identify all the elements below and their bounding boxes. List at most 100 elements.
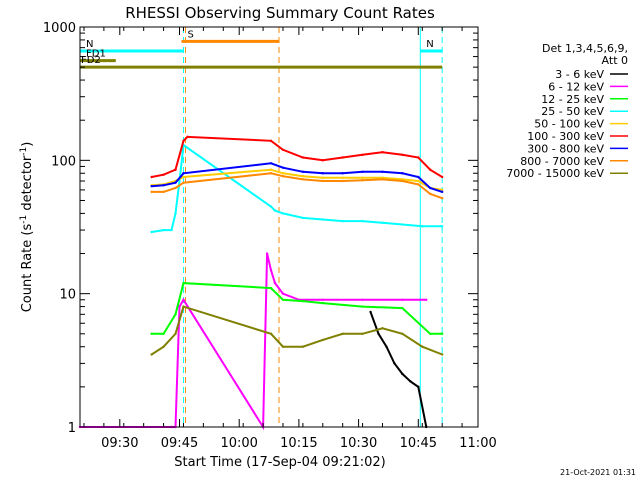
- data-point-3-6-kev: [417, 385, 420, 389]
- data-point-12-25-kev: [440, 332, 444, 336]
- data-point-7000-15000-kev: [381, 327, 384, 330]
- data-point-300-800-kev: [150, 184, 153, 188]
- series-line-100-300-kev: [151, 135, 443, 178]
- data-point-100-300-kev: [361, 153, 364, 157]
- data-point-6-12-kev: [281, 292, 285, 295]
- data-point-6-12-kev: [273, 281, 277, 285]
- chart-title: RHESSI Observing Summary Count Rates: [125, 4, 435, 22]
- data-point-6-12-kev: [269, 268, 273, 272]
- legend-label-100-300-kev: 100 - 300 keV: [527, 130, 604, 143]
- data-point-6-12-kev: [401, 298, 404, 301]
- data-point-800-7000-kev: [401, 179, 404, 183]
- legend-label-50-100-kev: 50 - 100 keV: [534, 118, 604, 131]
- data-point-50-100-kev: [281, 172, 285, 175]
- series-line-6-12-kev: [80, 253, 427, 431]
- y-axis-label-part1: Count Rate (s: [20, 224, 35, 313]
- data-point-3-6-kev: [369, 310, 372, 314]
- data-point-25-50-kev: [281, 212, 285, 215]
- data-point-12-25-kev: [182, 281, 185, 285]
- data-point-6-12-kev: [178, 305, 181, 308]
- data-point-7000-15000-kev: [341, 332, 344, 336]
- data-point-300-800-kev: [341, 172, 344, 175]
- data-point-300-800-kev: [269, 162, 273, 165]
- y-tick-label: 1: [68, 421, 76, 436]
- data-point-50-100-kev: [182, 175, 185, 179]
- flag-label-fd2-4: FD2: [81, 55, 101, 66]
- x-tick-label: 09:30: [101, 436, 138, 451]
- data-point-7000-15000-kev: [361, 332, 364, 336]
- x-tick-label: 11:00: [459, 436, 496, 451]
- x-tick-label: 10:45: [400, 436, 437, 451]
- data-point-300-800-kev: [174, 181, 177, 184]
- data-point-7000-15000-kev: [281, 345, 285, 348]
- data-point-50-100-kev: [417, 179, 420, 183]
- legend-label-300-800-kev: 300 - 800 keV: [527, 142, 604, 155]
- x-axis-label: Start Time (17-Sep-04 09:21:02): [174, 455, 385, 470]
- data-point-12-25-kev: [321, 301, 324, 305]
- data-point-3-6-kev: [385, 345, 388, 348]
- y-axis-label-part2: detector: [20, 155, 35, 215]
- plot-frame: [79, 26, 479, 428]
- data-point-100-300-kev: [301, 156, 305, 159]
- legend-header-detectors: Det 1,3,4,5,6,9,: [542, 42, 628, 55]
- legend-header-attenuator: Att 0: [602, 54, 628, 67]
- legend-label-7000-15000-kev: 7000 - 15000 keV: [506, 167, 604, 180]
- data-point-800-7000-kev: [440, 196, 444, 200]
- data-point-25-50-kev: [341, 219, 344, 223]
- data-point-100-300-kev: [174, 168, 177, 171]
- y-axis-label: Count Rate (s-1 detector-1): [19, 142, 35, 313]
- data-point-100-300-kev: [269, 139, 273, 143]
- data-point-6-12-kev: [321, 298, 324, 301]
- data-point-800-7000-kev: [162, 190, 165, 194]
- data-point-25-50-kev: [321, 218, 324, 221]
- data-point-12-25-kev: [361, 305, 364, 308]
- data-point-7000-15000-kev: [162, 345, 165, 348]
- series-line-12-25-kev: [151, 282, 443, 335]
- data-point-12-25-kev: [162, 332, 165, 336]
- data-point-800-7000-kev: [417, 183, 420, 186]
- data-point-100-300-kev: [321, 159, 324, 162]
- data-point-25-50-kev: [421, 225, 424, 228]
- data-point-100-300-kev: [182, 139, 185, 143]
- legend-label-800-7000-kev: 800 - 7000 keV: [520, 155, 604, 168]
- data-point-300-800-kev: [182, 172, 185, 175]
- data-point-7000-15000-kev: [421, 345, 424, 348]
- data-point-50-100-kev: [440, 188, 444, 192]
- data-point-800-7000-kev: [182, 181, 185, 184]
- data-point-7000-15000-kev: [269, 332, 273, 336]
- flag-label-fd1-3: FD1: [86, 49, 106, 60]
- data-point-3-6-kev: [401, 372, 404, 376]
- x-tick-label: 10:15: [280, 436, 317, 451]
- data-point-100-300-kev: [281, 148, 285, 151]
- data-point-300-800-kev: [429, 186, 432, 190]
- data-point-7000-15000-kev: [301, 345, 305, 348]
- y-axis-label-sup1: -1: [19, 215, 29, 224]
- data-point-25-50-kev: [269, 205, 273, 208]
- data-point-800-7000-kev: [341, 179, 344, 183]
- legend-label-12-25-kev: 12 - 25 keV: [541, 93, 604, 106]
- data-point-800-7000-kev: [429, 192, 432, 196]
- data-point-6-12-kev: [361, 298, 364, 301]
- x-axis: 09:30 09:45 10:00 10:15 10:30 10:45 11:00: [83, 27, 497, 451]
- flag-label-s-0: S: [187, 29, 193, 40]
- data-point-3-6-kev: [409, 380, 412, 383]
- footer-date: 21-Oct-2021 01:31: [560, 468, 636, 477]
- data-point-7000-15000-kev: [440, 353, 444, 356]
- data-point-800-7000-kev: [269, 172, 273, 175]
- data-point-12-25-kev: [150, 332, 153, 336]
- data-point-800-7000-kev: [301, 178, 305, 181]
- series-line-7000-15000-kev: [151, 305, 443, 356]
- data-point-50-100-kev: [361, 176, 364, 179]
- y-tick-label: 1000: [43, 21, 76, 36]
- data-point-800-7000-kev: [321, 179, 324, 183]
- data-point-300-800-kev: [440, 190, 444, 194]
- data-point-25-50-kev: [174, 212, 177, 215]
- data-point-12-25-kev: [429, 332, 432, 336]
- data-point-6-12-kev: [182, 298, 185, 301]
- flag-label-n-2: N: [426, 39, 433, 50]
- data-point-50-100-kev: [301, 175, 305, 178]
- data-point-25-50-kev: [301, 216, 305, 220]
- y-axis-label-sup2: -1: [19, 147, 29, 156]
